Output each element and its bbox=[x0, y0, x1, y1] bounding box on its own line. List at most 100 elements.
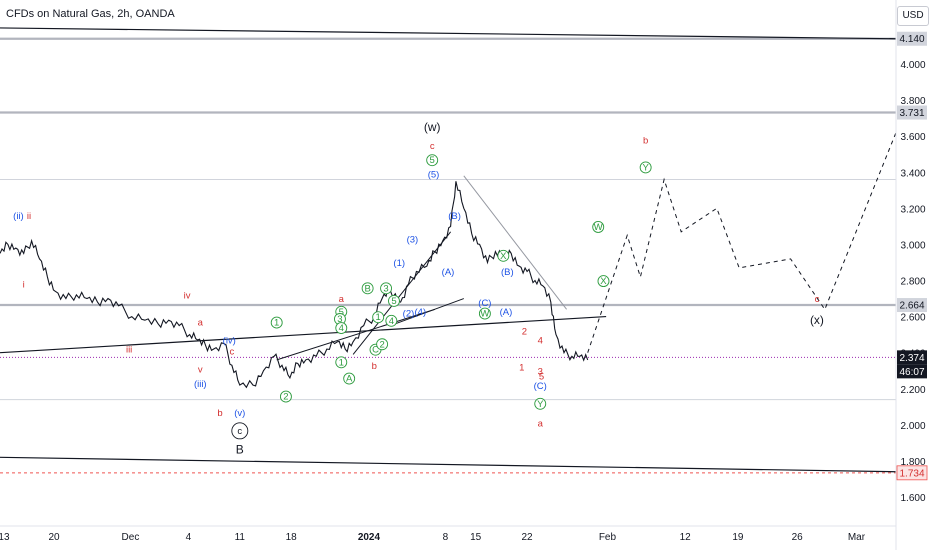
wave-label: W bbox=[480, 309, 489, 320]
time-tick-label: 2024 bbox=[358, 532, 381, 543]
wave-label: c bbox=[237, 426, 242, 437]
wave-label: Y bbox=[537, 399, 544, 410]
wave-label: a bbox=[538, 419, 544, 430]
trendline bbox=[352, 231, 452, 355]
wave-label: 4 bbox=[538, 336, 543, 347]
wave-label: 4 bbox=[389, 316, 394, 327]
price-tick-label: 2.200 bbox=[900, 385, 925, 396]
wave-label-circle bbox=[279, 390, 292, 403]
wave-label-circle bbox=[478, 307, 491, 320]
wave-label: b bbox=[217, 408, 222, 419]
wave-label-circle bbox=[335, 322, 348, 334]
wave-label-circle bbox=[372, 311, 385, 324]
wave-label: 1 bbox=[376, 312, 381, 323]
wave-label: (ii) bbox=[13, 211, 24, 222]
trendline bbox=[0, 456, 897, 473]
price-tick-label: 3.200 bbox=[900, 204, 925, 215]
trendlines bbox=[0, 27, 897, 473]
wave-label: c bbox=[430, 141, 435, 152]
wave-label: (3) bbox=[407, 235, 419, 246]
time-tick-label: 8 bbox=[443, 532, 449, 543]
wave-label-circle bbox=[380, 282, 393, 295]
price-label: 2.374 bbox=[899, 353, 924, 364]
time-tick-label: 4 bbox=[186, 532, 192, 543]
wave-label-circle bbox=[534, 397, 547, 410]
wave-label-circle bbox=[335, 356, 348, 369]
wave-label: B bbox=[236, 443, 244, 457]
wave-label: (B) bbox=[448, 211, 461, 222]
wave-label: C bbox=[372, 345, 379, 356]
price-tick-label: 1.800 bbox=[900, 457, 925, 468]
wave-label: 1 bbox=[339, 357, 344, 368]
wave-label: 3 bbox=[383, 283, 388, 294]
wave-label: c bbox=[230, 346, 235, 357]
wave-label: 3 bbox=[538, 366, 543, 377]
wave-label: i bbox=[23, 280, 25, 291]
trendline bbox=[463, 175, 567, 310]
wave-label: X bbox=[500, 251, 507, 262]
wave-label: 2 bbox=[522, 327, 527, 338]
wave-label: Y bbox=[642, 162, 649, 173]
time-tick-label: Mar bbox=[848, 532, 866, 543]
wave-label: ii bbox=[27, 211, 31, 222]
wave-label: (4) bbox=[415, 307, 427, 318]
wave-label-circle bbox=[343, 372, 356, 385]
wave-label: A bbox=[346, 374, 353, 385]
wave-label: W bbox=[594, 222, 603, 233]
wave-label: 5 bbox=[391, 296, 396, 307]
wave-label-circle bbox=[497, 249, 510, 262]
time-tick-label: 19 bbox=[732, 532, 744, 543]
wave-label-circle bbox=[376, 338, 389, 351]
price-tick-label: 2.600 bbox=[900, 313, 925, 324]
time-tick-label: 11 bbox=[235, 532, 246, 543]
currency-button[interactable]: USD bbox=[897, 6, 929, 26]
wave-label: (2) bbox=[403, 309, 415, 320]
trendline bbox=[395, 298, 464, 325]
wave-label: (x) bbox=[810, 313, 824, 327]
wave-label: (1) bbox=[393, 258, 405, 269]
wave-label-circle bbox=[385, 314, 398, 327]
time-tick-label: 15 bbox=[470, 532, 482, 543]
price-axis[interactable]: 4.000 3.800 3.600 3.400 3.200 3.000 2.800 2.600… bbox=[895, 0, 928, 550]
price-tick-label: 3.400 bbox=[900, 168, 925, 179]
time-tick-label: Feb bbox=[599, 532, 617, 543]
wave-label: a bbox=[198, 318, 204, 329]
wave-label: X bbox=[600, 276, 607, 287]
wave-label: (v) bbox=[234, 408, 245, 419]
wave-label: (iii) bbox=[194, 379, 207, 390]
price-series-line bbox=[0, 181, 589, 389]
price-label-bg bbox=[896, 465, 928, 481]
price-tick-label: 2.800 bbox=[900, 277, 925, 288]
wave-label-circle bbox=[361, 282, 374, 295]
horizontal-levels bbox=[0, 37, 896, 474]
wave-label: a bbox=[339, 294, 345, 305]
wave-label: 2 bbox=[283, 392, 288, 403]
price-label: 4.140 bbox=[899, 34, 924, 45]
wave-label-circle bbox=[639, 161, 652, 174]
wave-label-circle bbox=[388, 295, 400, 307]
price-tick-label: 4.000 bbox=[900, 60, 925, 71]
price-label-bg bbox=[897, 350, 927, 365]
price-label-bg bbox=[897, 31, 927, 46]
wave-label: (B) bbox=[501, 267, 514, 278]
chart-title: CFDs on Natural Gas, 2h, OANDA bbox=[6, 8, 175, 20]
wave-label: (iv) bbox=[223, 336, 236, 347]
wave-label: v bbox=[198, 365, 203, 376]
wave-label-circle bbox=[592, 221, 605, 233]
wave-label: (C) bbox=[478, 298, 491, 309]
time-axis[interactable]: 13 20 Dec 4 11 18 2024 8 15 22 Feb 12 19 26 Mar bbox=[0, 525, 896, 543]
trendline bbox=[0, 27, 897, 40]
price-tick-label: 3.000 bbox=[900, 240, 925, 251]
time-tick-label: 20 bbox=[48, 532, 60, 543]
time-tick-label: 18 bbox=[286, 532, 298, 543]
price-label: 3.731 bbox=[899, 108, 924, 119]
price-label: 1.734 bbox=[899, 468, 924, 479]
wave-label: 5 bbox=[339, 307, 344, 318]
wave-label: (A) bbox=[442, 267, 455, 278]
wave-label: iv bbox=[184, 291, 191, 302]
wave-label-circle bbox=[426, 154, 439, 167]
price-tick-label: 3.800 bbox=[900, 96, 925, 107]
wave-label: (C) bbox=[534, 381, 547, 392]
